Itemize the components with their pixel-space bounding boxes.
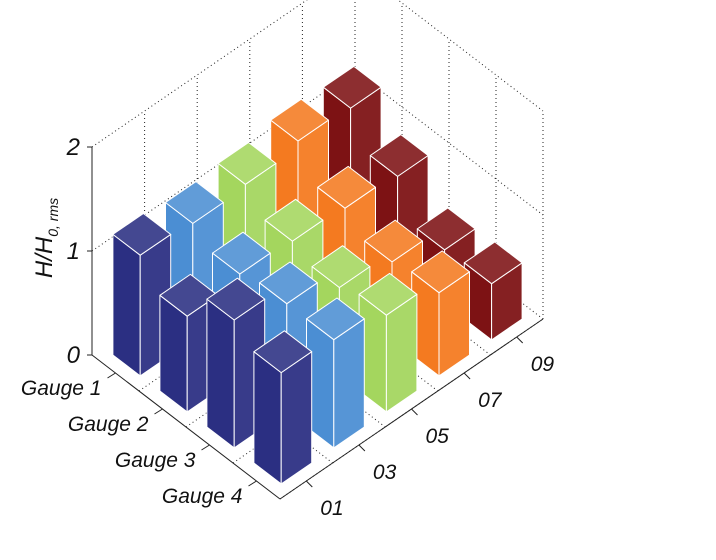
row-tick-label: Gauge 3 <box>115 449 196 472</box>
bar-face-top <box>364 219 423 263</box>
bar-face-front <box>280 351 313 485</box>
bar-face-top <box>259 261 318 305</box>
z-tick-label: 1 <box>67 238 80 265</box>
bar-face-top <box>264 198 324 242</box>
z-tick-label: 2 <box>66 134 80 161</box>
column-tick-label: 01 <box>320 497 343 520</box>
y-axis-label-subscript: 0, rms <box>45 198 61 237</box>
bar-face-top <box>212 231 271 275</box>
row-tick-mark <box>154 408 163 415</box>
row-axis-line <box>91 354 281 500</box>
bar-face-side <box>206 298 235 449</box>
bar-gauge-4-07 <box>411 250 470 377</box>
row-tick-mark <box>201 444 210 451</box>
bar-face-top <box>416 207 476 251</box>
y-axis-label: H/H0, rms <box>31 198 61 278</box>
bar-face-side <box>253 351 282 485</box>
bar-face-side <box>112 233 141 377</box>
bar-gauge-4-03 <box>306 297 365 449</box>
bar-face-top <box>411 250 470 294</box>
bars-layer <box>112 65 523 485</box>
bar-face-front <box>333 318 365 449</box>
column-tick-mark <box>358 444 366 452</box>
bar-face-top <box>463 241 523 285</box>
bar-face-top <box>322 65 382 109</box>
bar-face-top <box>206 277 266 321</box>
row-tick-label: Gauge 4 <box>162 485 243 508</box>
column-tick-mark <box>516 336 524 344</box>
bar-face-top <box>311 245 371 288</box>
row-tick-mark <box>107 372 116 379</box>
bar-gauge-4-05 <box>358 272 418 413</box>
column-tick-label: 05 <box>426 425 450 448</box>
bar-face-top <box>217 142 277 185</box>
column-tick-mark <box>305 480 313 488</box>
z-tick-label: 0 <box>67 342 81 369</box>
bar-face-top <box>253 330 313 374</box>
bar-gauge-4-09 <box>463 241 523 341</box>
bar-face-top <box>112 213 172 256</box>
bar-face-top <box>165 181 224 224</box>
bar-face-top <box>358 272 418 316</box>
bar-face-top <box>270 98 329 142</box>
bar-face-top <box>306 297 365 341</box>
row-tick-mark <box>248 480 257 487</box>
column-tick-label: 03 <box>373 461 397 484</box>
column-tick-mark <box>411 408 418 416</box>
row-tick-label: Gauge 2 <box>68 413 149 436</box>
bar-gauge-4-01 <box>253 330 313 485</box>
column-tick-mark <box>463 372 471 380</box>
y-axis-label-main: H/H <box>31 236 58 278</box>
column-tick-label: 07 <box>478 389 503 412</box>
bar-face-top <box>317 165 376 209</box>
row-tick-label: Gauge 1 <box>21 377 102 400</box>
bar-face-top <box>369 134 429 177</box>
column-tick-label: 09 <box>531 353 555 376</box>
